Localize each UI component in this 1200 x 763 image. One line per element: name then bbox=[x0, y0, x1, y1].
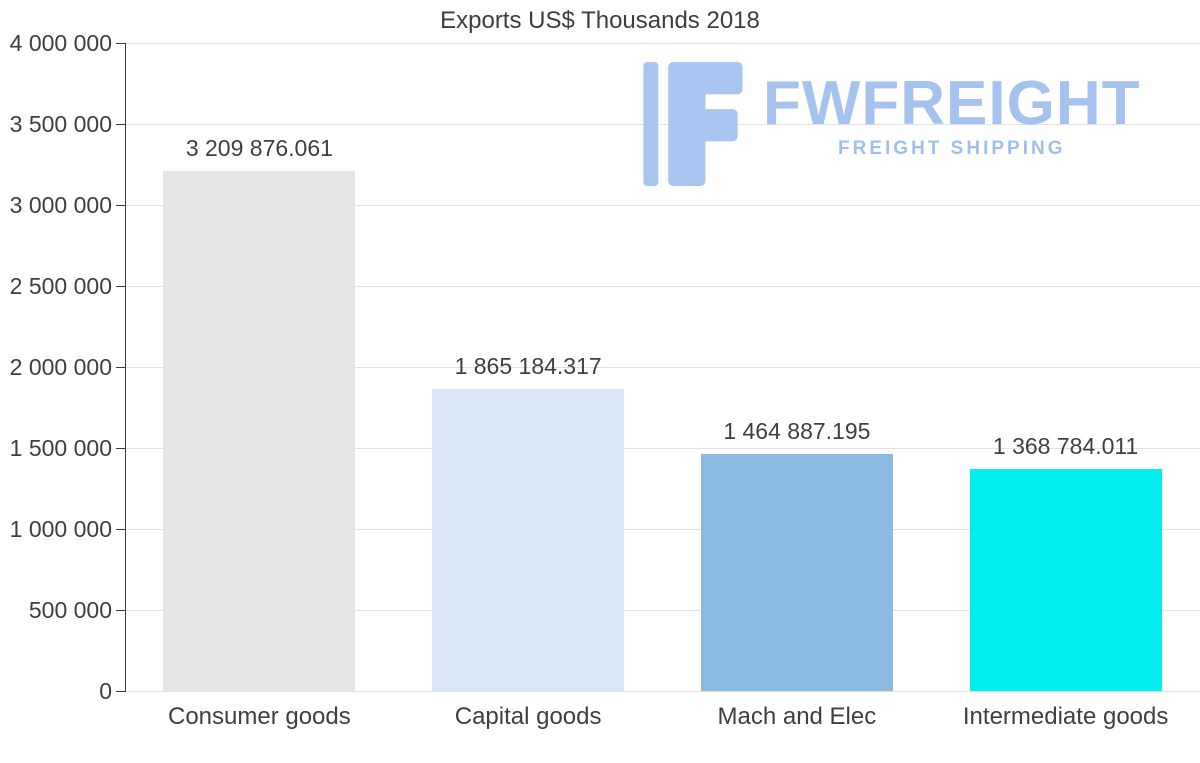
gridline bbox=[125, 610, 1200, 611]
gridline bbox=[125, 124, 1200, 125]
y-tick-mark bbox=[116, 43, 125, 44]
bar-value-label: 1 464 887.195 bbox=[723, 417, 871, 444]
y-axis-line bbox=[125, 43, 126, 692]
gridline bbox=[125, 286, 1200, 287]
bar-intermediate-goods bbox=[969, 469, 1162, 691]
y-axis-tick-label: 2 000 000 bbox=[9, 354, 112, 380]
y-axis-labels: 0 500 000 1 000 000 1 500 000 2 000 000 2 500… bbox=[0, 0, 112, 763]
fwfreight-logo-icon bbox=[643, 62, 743, 186]
gridline bbox=[125, 205, 1200, 206]
gridline bbox=[125, 43, 1200, 44]
bar-consumer-goods bbox=[163, 171, 356, 691]
bar-mach-and-elec bbox=[700, 453, 893, 691]
y-axis-tick-label: 0 bbox=[99, 678, 112, 704]
y-tick-mark bbox=[116, 205, 125, 206]
x-axis-category-label: Consumer goods bbox=[167, 703, 351, 730]
y-tick-mark bbox=[116, 367, 125, 368]
x-axis-category-label: Capital goods bbox=[454, 703, 602, 730]
bar-value-label: 1 368 784.011 bbox=[992, 433, 1139, 460]
plot-area: 3 209 876.061 1 865 184.317 1 464 887.195 1… bbox=[116, 43, 1200, 692]
gridline bbox=[125, 448, 1200, 449]
x-axis-category-label: Mach and Elec bbox=[717, 703, 877, 730]
y-axis-tick-label: 4 000 000 bbox=[9, 30, 112, 56]
y-axis-tick-label: 2 500 000 bbox=[9, 273, 112, 299]
bar-capital-goods bbox=[432, 388, 625, 691]
y-tick-mark bbox=[116, 286, 125, 287]
fwfreight-logo-text: FWFREIGHT FREIGHT SHIPPING bbox=[763, 62, 1141, 160]
x-axis-category-label: Intermediate goods bbox=[962, 703, 1169, 730]
y-axis-tick-label: 500 000 bbox=[28, 597, 112, 623]
y-tick-mark bbox=[116, 691, 125, 692]
y-axis-tick-label: 3 500 000 bbox=[9, 111, 112, 137]
y-axis-tick-label: 3 000 000 bbox=[9, 192, 112, 218]
gridline bbox=[125, 367, 1200, 368]
y-tick-mark bbox=[116, 448, 125, 449]
gridline bbox=[125, 529, 1200, 530]
bar-value-label: 1 865 184.317 bbox=[454, 352, 602, 379]
y-tick-mark bbox=[116, 124, 125, 125]
brand-name: FWFREIGHT bbox=[763, 69, 1141, 138]
brand-tagline: FREIGHT SHIPPING bbox=[838, 137, 1066, 159]
y-axis-tick-label: 1 500 000 bbox=[9, 435, 112, 461]
fwfreight-watermark: FWFREIGHT FREIGHT SHIPPING bbox=[643, 62, 1141, 186]
bar-value-label: 3 209 876.061 bbox=[185, 135, 333, 162]
y-tick-mark bbox=[116, 610, 125, 611]
gridline bbox=[125, 691, 1200, 692]
x-axis-labels: Consumer goods Capital goods Mach and Elec… bbox=[125, 702, 1200, 736]
y-axis-tick-label: 1 000 000 bbox=[9, 516, 112, 542]
chart-title: Exports US$ Thousands 2018 bbox=[440, 7, 760, 34]
y-tick-mark bbox=[116, 529, 125, 530]
